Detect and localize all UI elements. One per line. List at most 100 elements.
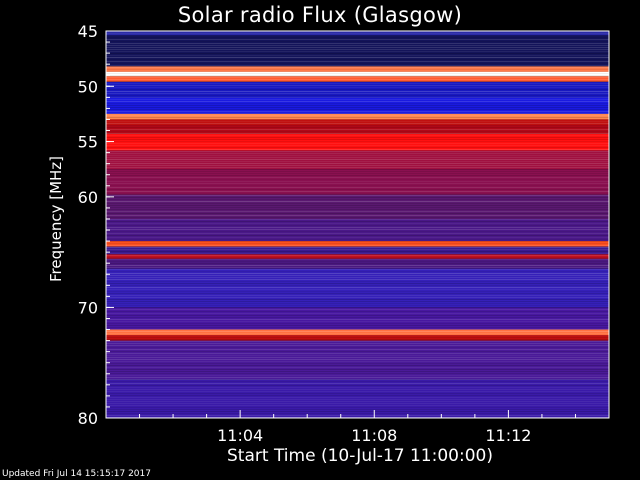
texture-line [106,73,609,74]
texture-line [106,365,609,366]
frequency-band [106,246,609,255]
texture-line [106,361,609,362]
texture-line [106,299,609,300]
texture-line [106,313,609,314]
frequency-band [106,119,609,125]
texture-line [106,193,609,194]
texture-line [106,235,609,236]
texture-line [106,311,609,312]
texture-line [106,123,609,124]
texture-line [106,245,609,246]
texture-line [106,107,609,108]
texture-line [106,103,609,104]
texture-line [106,293,609,294]
texture-line [106,55,609,56]
texture-line [106,403,609,404]
texture-line [106,93,609,94]
texture-line [106,233,609,234]
texture-line [106,95,609,96]
texture-line [106,261,609,262]
texture-line [106,223,609,224]
y-tick-label: 45 [78,22,98,41]
frequency-band [106,150,609,170]
texture-line [106,265,609,266]
texture-line [106,257,609,258]
texture-line [106,297,609,298]
texture-line [106,363,609,364]
texture-line [106,271,609,272]
texture-line [106,209,609,210]
texture-line [106,321,609,322]
texture-line [106,119,609,120]
texture-line [106,333,609,334]
texture-line [106,165,609,166]
x-axis-label: Start Time (10-Jul-17 11:00:00) [227,446,493,466]
texture-line [106,131,609,132]
texture-line [106,273,609,274]
texture-line [106,381,609,382]
texture-line [106,275,609,276]
texture-line [106,301,609,302]
texture-line [106,175,609,176]
texture-line [106,49,609,50]
texture-line [106,255,609,256]
plot-frame [105,30,610,419]
texture-line [106,47,609,48]
texture-line [106,375,609,376]
texture-line [106,385,609,386]
texture-line [106,377,609,378]
x-tick-label: 11:08 [351,426,397,445]
texture-line [106,219,609,220]
texture-line [106,325,609,326]
updated-timestamp: Updated Fri Jul 14 15:15:17 2017 [2,469,151,479]
frequency-band [106,218,609,242]
texture-line [106,171,609,172]
texture-line [106,371,609,372]
texture-line [106,249,609,250]
texture-line [106,45,609,46]
texture-line [106,303,609,304]
texture-line [106,395,609,396]
texture-line [106,153,609,154]
texture-line [106,247,609,248]
texture-line [106,147,609,148]
texture-line [106,155,609,156]
texture-line [106,227,609,228]
texture-line [106,281,609,282]
texture-line [106,413,609,414]
texture-line [106,169,609,170]
texture-line [106,43,609,44]
texture-line [106,397,609,398]
frequency-band [106,71,609,77]
texture-line [106,351,609,352]
texture-line [106,217,609,218]
texture-line [106,109,609,110]
texture-line [106,71,609,72]
frequency-band [106,268,609,308]
texture-line [106,87,609,88]
frequency-band [106,35,609,67]
frequency-band [106,66,609,72]
texture-line [106,225,609,226]
texture-line [106,111,609,112]
texture-line [106,135,609,136]
texture-line [106,369,609,370]
frequency-band [106,340,609,380]
texture-line [106,243,609,244]
y-axis-label: Frequency [MHz] [47,155,65,283]
frequency-band [106,241,609,247]
spectrogram-texture [106,31,609,418]
texture-line [106,345,609,346]
texture-line [106,373,609,374]
texture-line [106,317,609,318]
texture-line [106,341,609,342]
texture-line [106,189,609,190]
texture-line [106,207,609,208]
texture-line [106,253,609,254]
texture-line [106,241,609,242]
texture-line [106,355,609,356]
texture-line [106,285,609,286]
texture-line [106,259,609,260]
texture-line [106,323,609,324]
texture-line [106,33,609,34]
